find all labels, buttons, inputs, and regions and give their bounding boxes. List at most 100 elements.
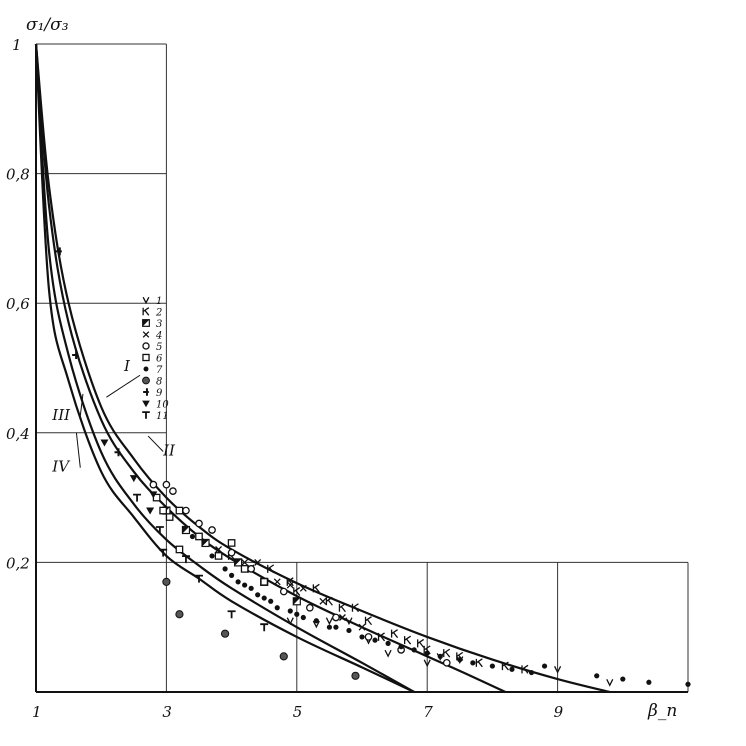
point-s7-16 bbox=[333, 624, 339, 630]
point-s11-4 bbox=[195, 574, 203, 583]
point-s2-4 bbox=[293, 587, 301, 596]
point-s7-29 bbox=[528, 669, 535, 676]
point-s1-1 bbox=[312, 620, 320, 629]
point-s5-3 bbox=[182, 506, 190, 515]
point-s7-26 bbox=[470, 660, 476, 666]
point-s4-4 bbox=[273, 578, 281, 586]
point-s5-9 bbox=[305, 603, 314, 612]
point-s4-6 bbox=[299, 584, 307, 592]
point-s1-9 bbox=[554, 666, 562, 674]
point-s6-6 bbox=[214, 552, 223, 560]
point-s11-2 bbox=[159, 548, 168, 557]
point-s6-7 bbox=[227, 539, 236, 547]
tick-labels: 1 3 5 7 9 0,2 0,4 0,6 0,8 1 bbox=[6, 36, 564, 721]
point-s7-11 bbox=[287, 608, 293, 614]
legend-marker-9 bbox=[143, 388, 149, 396]
axes bbox=[35, 44, 688, 693]
legend-label-4: 4 bbox=[155, 331, 162, 342]
legend-marker-7 bbox=[143, 366, 149, 372]
point-s9-0 bbox=[55, 247, 62, 256]
x-tick-9: 9 bbox=[554, 703, 564, 721]
legend-marker-10 bbox=[142, 400, 150, 408]
x-tick-7: 7 bbox=[423, 703, 433, 721]
point-s4-3 bbox=[254, 558, 262, 566]
grid bbox=[36, 43, 689, 692]
point-s7-9 bbox=[268, 598, 274, 604]
y-tick-0.2: 0,2 bbox=[6, 554, 30, 572]
point-s1-5 bbox=[384, 649, 392, 658]
y-tick-1: 1 bbox=[12, 36, 22, 54]
point-s10-1 bbox=[129, 475, 138, 483]
point-s8-2 bbox=[220, 629, 230, 638]
curve-label-I: I bbox=[123, 357, 131, 375]
point-s5-10 bbox=[332, 613, 340, 622]
point-s2-8 bbox=[351, 603, 359, 613]
leader-III bbox=[79, 393, 84, 416]
point-s1-10 bbox=[606, 678, 614, 687]
point-s7-19 bbox=[372, 637, 378, 643]
point-s11-3 bbox=[181, 555, 190, 564]
point-s9-2 bbox=[114, 448, 121, 457]
point-s5-5 bbox=[208, 526, 216, 534]
marker-fill bbox=[202, 539, 210, 547]
point-s6-1 bbox=[159, 506, 167, 515]
point-s7-13 bbox=[300, 614, 306, 621]
legend-marker-1 bbox=[142, 296, 150, 305]
point-s4-5 bbox=[286, 581, 294, 589]
legend-label-9: 9 bbox=[156, 388, 163, 399]
point-s7-25 bbox=[457, 657, 463, 663]
point-s1-6 bbox=[423, 659, 431, 668]
marker-fill bbox=[234, 558, 242, 566]
point-s7-5 bbox=[242, 582, 248, 588]
legend-marker-3 bbox=[142, 319, 150, 327]
point-s10-0 bbox=[100, 439, 109, 447]
point-s7-18 bbox=[359, 634, 365, 640]
point-s7-6 bbox=[248, 585, 254, 591]
point-s6-2 bbox=[165, 513, 174, 521]
point-s1-0 bbox=[286, 617, 294, 626]
point-s7-4 bbox=[235, 579, 241, 585]
point-s6-4 bbox=[175, 545, 184, 554]
point-s7-3 bbox=[229, 572, 235, 578]
point-s5-0 bbox=[149, 480, 158, 489]
point-s8-1 bbox=[175, 610, 184, 619]
point-s11-5 bbox=[227, 610, 236, 619]
y-tick-0.6: 0,6 bbox=[6, 295, 30, 313]
point-s11-0 bbox=[133, 493, 142, 502]
point-s7-0 bbox=[189, 533, 196, 540]
point-s10-3 bbox=[146, 507, 155, 515]
marker-fill bbox=[293, 597, 301, 605]
point-s7-21 bbox=[398, 644, 404, 650]
point-s7-15 bbox=[326, 624, 332, 630]
point-s5-6 bbox=[227, 548, 236, 557]
legend-label-2: 2 bbox=[155, 308, 162, 319]
point-s4-0 bbox=[215, 545, 223, 553]
point-s3-5 bbox=[292, 597, 301, 606]
point-s9-1 bbox=[72, 351, 79, 360]
curves bbox=[34, 43, 611, 694]
point-s8-0 bbox=[162, 577, 171, 586]
leader-I bbox=[106, 374, 141, 398]
curve-label-III: III bbox=[51, 406, 71, 424]
point-s7-32 bbox=[620, 676, 626, 682]
x-tick-1: 1 bbox=[32, 703, 42, 721]
point-s7-33 bbox=[646, 679, 652, 685]
curve-III bbox=[34, 43, 415, 693]
legend-label-8: 8 bbox=[156, 377, 162, 388]
point-s7-23 bbox=[424, 650, 430, 656]
y-axis-label: σ₁/σ₃ bbox=[26, 15, 69, 35]
point-s7-8 bbox=[261, 595, 267, 601]
point-s6-9 bbox=[260, 577, 269, 586]
legend-marker-11 bbox=[142, 411, 150, 419]
point-s2-5 bbox=[312, 583, 320, 593]
point-s7-20 bbox=[385, 640, 391, 647]
curve-I bbox=[34, 43, 611, 694]
point-s2-10 bbox=[377, 632, 386, 642]
point-s8-3 bbox=[279, 652, 288, 661]
point-s7-24 bbox=[437, 653, 443, 659]
point-s2-6 bbox=[325, 596, 333, 606]
point-s7-12 bbox=[294, 611, 300, 617]
legend-marker-2 bbox=[142, 307, 150, 316]
